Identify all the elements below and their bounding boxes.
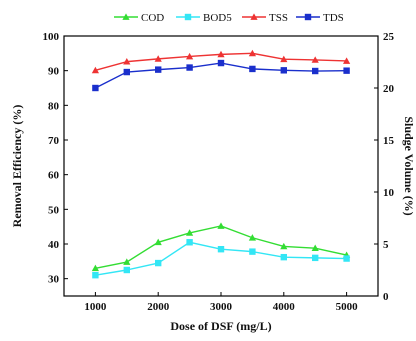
y-axis-title: Removal Efficiency (%) — [10, 105, 24, 228]
series-line-tds — [95, 62, 347, 89]
data-point-tss — [311, 56, 319, 63]
series-markers — [91, 49, 351, 279]
data-point-cod — [311, 244, 319, 252]
y-tick-label: 40 — [48, 239, 60, 251]
data-point-bod5 — [312, 254, 319, 262]
data-point-tss — [248, 49, 256, 57]
series-lines — [95, 52, 347, 276]
y2-axis-title: Sludge Volume (%) — [402, 116, 416, 215]
data-point-tds — [155, 66, 162, 73]
legend-label-cod: COD — [141, 12, 164, 24]
x-tick-label: 5000 — [336, 301, 359, 313]
y2-tick-label: 10 — [383, 187, 395, 199]
y-axis-right: 0 5 10 15 20 25 — [374, 31, 395, 303]
data-point-tss — [154, 55, 162, 62]
data-point-tss — [217, 50, 225, 58]
plot-frame — [63, 35, 379, 297]
data-point-tds — [123, 68, 130, 76]
data-point-bod5 — [123, 266, 130, 274]
data-point-bod5 — [343, 255, 350, 262]
data-point-cod — [217, 222, 225, 229]
y2-tick-label: 0 — [383, 291, 389, 303]
y-tick-label: 100 — [43, 31, 60, 43]
data-point-bod5 — [249, 248, 256, 255]
legend-label-tds: TDS — [323, 12, 344, 24]
y-tick-label: 30 — [48, 274, 60, 286]
y-tick-label: 90 — [48, 66, 60, 78]
data-point-cod — [91, 264, 99, 272]
legend: COD BOD5 TSS TDS — [114, 12, 344, 24]
data-point-bod5 — [280, 253, 287, 261]
x-axis: 1000 2000 3000 4000 5000 — [84, 292, 358, 313]
data-point-tss — [91, 66, 99, 74]
data-point-bod5 — [186, 239, 193, 246]
data-point-cod — [248, 234, 256, 241]
legend-marker-tss — [250, 13, 258, 20]
legend-label-bod5: BOD5 — [203, 12, 232, 24]
data-point-tds — [92, 84, 99, 92]
data-point-tds — [343, 67, 350, 74]
legend-marker-cod — [122, 13, 130, 20]
legend-label-tss: TSS — [269, 12, 288, 24]
data-point-cod — [123, 258, 131, 265]
data-point-tss — [123, 58, 131, 65]
data-point-cod — [154, 238, 162, 246]
y2-tick-label: 25 — [383, 31, 395, 43]
data-point-tds — [249, 65, 256, 73]
x-tick-label: 3000 — [210, 301, 233, 313]
data-point-bod5 — [92, 272, 99, 279]
y-tick-label: 80 — [48, 100, 60, 112]
legend-marker-bod5 — [184, 13, 192, 21]
y2-tick-label: 20 — [383, 83, 395, 95]
data-point-tds — [312, 67, 319, 75]
y-tick-label: 60 — [48, 170, 60, 182]
y2-tick-label: 5 — [383, 239, 389, 251]
data-point-bod5 — [155, 259, 162, 267]
y2-tick-label: 15 — [383, 135, 395, 147]
data-point-tss — [343, 57, 351, 64]
data-point-tss — [280, 55, 288, 63]
data-point-cod — [280, 242, 288, 250]
data-point-bod5 — [217, 246, 225, 253]
x-axis-title: Dose of DSF (mg/L) — [170, 319, 271, 333]
legend-marker-tds — [304, 13, 312, 21]
x-tick-label: 1000 — [84, 301, 107, 313]
data-point-tds — [217, 59, 225, 67]
data-point-tds — [186, 64, 193, 71]
data-point-tss — [186, 52, 194, 60]
data-point-tds — [280, 67, 287, 74]
data-point-cod — [186, 229, 194, 236]
x-tick-label: 2000 — [147, 301, 170, 313]
y-axis-left: 30 40 50 60 70 80 90 100 — [43, 31, 68, 286]
y-tick-label: 70 — [48, 135, 60, 147]
y-tick-label: 50 — [48, 204, 60, 216]
x-tick-label: 4000 — [273, 301, 296, 313]
